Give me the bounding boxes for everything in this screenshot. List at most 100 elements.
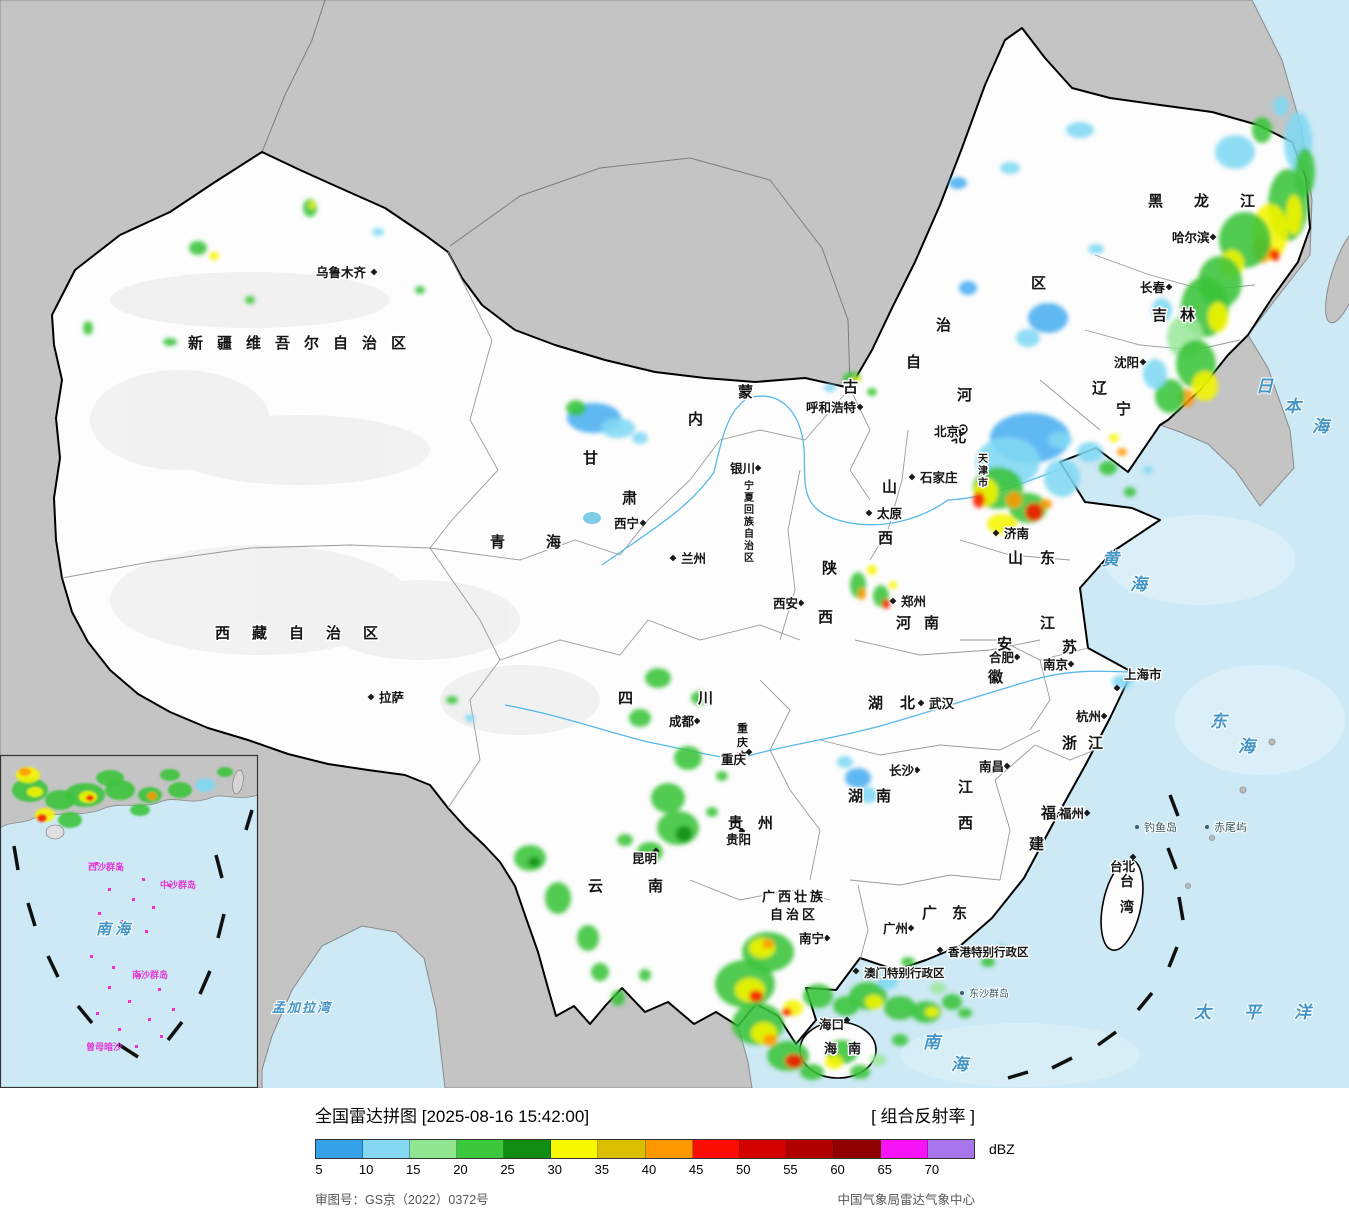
kazakh-russia-border [261,0,326,153]
prov-label: 区 [1031,275,1046,292]
city-label: 济南 [992,525,1031,542]
radar-echo [674,746,702,770]
prov-label: 黑 [1148,193,1163,210]
inset-island-mark [90,955,93,958]
city-marker-icon [693,717,701,725]
radar-echo [372,228,384,236]
inset-island-marks [90,862,175,1048]
city-marker-icon [1003,762,1011,770]
prov-label: 广 [762,889,775,904]
city-label: 呼和浩特 [805,399,864,416]
radar-echo [645,668,671,688]
radar-echo [803,984,833,1008]
prov-label: 四 [618,690,633,707]
sea-label: 东 [1210,712,1230,731]
radar-echo [1215,135,1255,169]
city-name: 西宁 [614,516,639,531]
prov-label: 福 [1040,804,1056,822]
province-labels: 新疆维吾尔自治区西藏自治区青 海甘肃内蒙 古自治区黑龙江吉 林辽宁河北山西山 东河 南陕西… [187,191,1257,1058]
prov-label: 夏 [743,492,755,504]
sea-label: 南 [923,1033,943,1052]
prov-label: 市 [978,476,988,489]
radar-echo [27,787,43,797]
inset-hainan [45,824,65,840]
city-label: 贵阳 [725,827,752,848]
city-name: 南京 [1043,657,1069,672]
prov-label: 江 [1088,734,1103,752]
city-name: 呼和浩特 [806,400,857,415]
legend-panel: 全国雷达拼图 [2025-08-16 15:42:00] [ 组合反射率 ] d… [0,1088,1349,1208]
inset-island-mark [120,920,123,923]
city-name: 台北 [1110,859,1136,874]
city-marker-icon [1013,653,1021,661]
radar-echo [37,814,47,822]
city-label: 澳门特别行政区 [852,965,946,981]
radar-echo [617,834,633,846]
city-name: 福州 [1058,806,1084,821]
prov-label: 海 [824,1041,837,1056]
radar-echo [1152,298,1172,322]
city-label: 乌鲁木齐 [315,264,378,281]
city-name: 哈尔滨 [1172,230,1210,245]
dbz-color-segment [363,1140,411,1158]
city-marker-icon [908,473,916,481]
sea-label: 洋 [1294,1003,1314,1022]
dbz-color-segment [786,1140,834,1158]
radar-echo [1270,249,1280,261]
prov-label: 台 [1120,873,1134,889]
sea-labels: 日本海黄海东海南海太平洋孟加拉湾 [271,376,1333,1075]
radar-echo [959,281,977,295]
prov-label: 建 [1029,835,1045,853]
inset-island-mark [108,888,111,891]
prov-label: 龙 [1193,192,1209,210]
city-label: 拉萨 [367,689,406,706]
inset-island-mark [98,912,101,915]
city-name: 郑州 [901,594,926,609]
city-marker-icon [738,827,746,835]
prov-label: 浙 [1062,734,1077,752]
dbz-tick-label: 50 [736,1162,751,1177]
island-marker-icon [960,991,964,995]
city-name: 武汉 [929,696,955,711]
inset-island-mark [138,974,141,977]
prov-label: 族 [744,515,755,528]
island-marker-icon [1135,825,1139,829]
dbz-tick-label: 55 [783,1162,798,1177]
boundary-dash [1136,991,1154,1012]
dbz-color-segment [692,1140,740,1158]
city-label: 郑州 [889,593,927,610]
prov-label: 徽 [987,668,1004,686]
dbz-tick-label: 60 [830,1162,845,1177]
city-marker-icon [865,509,873,517]
radar-echo [1025,503,1043,521]
prov-label: 安 [997,635,1012,653]
city-label: 广州 [882,920,915,937]
radar-echo [706,807,718,817]
radar-echo [217,767,233,777]
radar-echo [639,969,651,981]
city-name: 南昌 [979,759,1004,774]
boundary-dash [1166,847,1178,870]
radar-echo [657,811,699,845]
radar-echo [850,1065,870,1079]
radar-echo [514,845,546,871]
city-marker-icon [1113,684,1121,692]
radar-echo [1143,466,1153,474]
prov-label: 林 [1180,306,1196,324]
city-label: 石家庄 [908,469,959,486]
city-name: 重庆 [721,752,747,767]
city-marker-icon [823,934,831,942]
city-name: 杭州 [1076,709,1101,724]
sea-shade [1105,515,1295,605]
boundary-dash [76,1004,94,1025]
prov-label: 苏 [1062,638,1077,656]
radar-echo [415,286,425,294]
prov-label: 南 [924,614,939,632]
radar-echo [1006,492,1022,508]
dbz-tick-label: 5 [315,1162,323,1177]
boundary-dash [46,955,60,978]
dbz-color-segment [739,1140,787,1158]
inset-island-mark [135,1045,138,1048]
qinghai-lake [583,512,601,524]
